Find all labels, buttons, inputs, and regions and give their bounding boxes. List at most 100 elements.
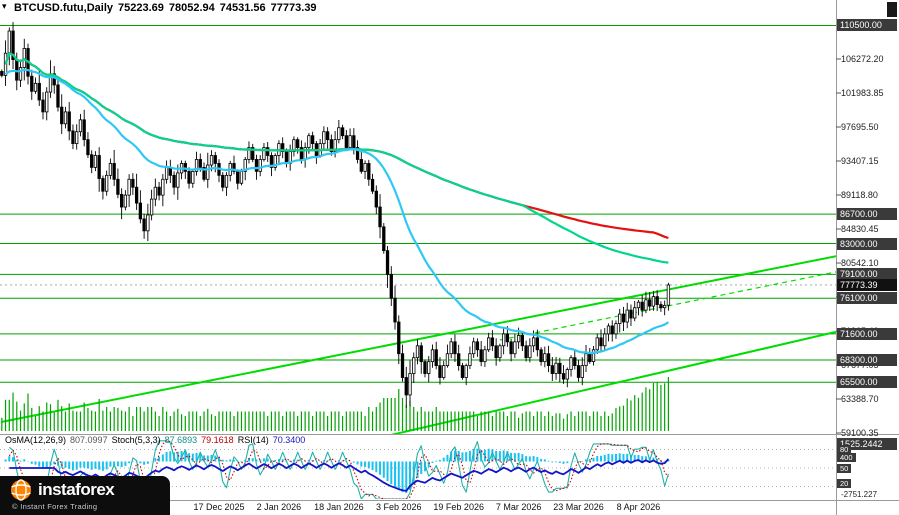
candle [7,27,11,66]
candle [363,160,367,180]
candle [221,172,225,192]
high-value: 78052.94 [168,2,215,14]
candle [618,308,622,333]
price-tick-label: 106272.20 [841,53,884,64]
candle [483,345,487,367]
price-level-box: 83000.00 [837,237,897,250]
price-tick-label: 93407.15 [841,155,879,166]
candle [161,174,165,207]
candle [355,140,360,164]
candle [138,190,143,224]
time-tick-label: 19 Feb 2026 [433,502,484,512]
candle [71,124,75,150]
support-trendline-long[interactable] [1,255,836,423]
candle [427,356,431,383]
candle [142,213,146,239]
price-level-box: 76100.00 [837,292,897,305]
time-tick-label: 2 Jan 2026 [256,502,302,512]
candle [11,22,15,69]
time-axis[interactable]: 17 Dec 2025 2 Jan 2026 18 Jan 2026 3 Feb 20… [0,500,836,515]
candle [337,119,341,144]
candle [385,245,390,288]
moving-averages [4,52,669,355]
rsi-value: 70.3400 [272,435,306,445]
candle [449,337,453,359]
candle [352,128,356,155]
indicator-labels: OsMA(12,26,9) 807.0997 Stoch(5,3,3) 87.6893… [5,435,309,445]
candle [561,365,566,384]
candle [127,174,131,207]
candle [412,352,416,383]
candle [191,168,195,188]
stoch-k-value: 87.6893 [164,435,198,445]
candle [303,142,307,168]
oscillator-min-label: -2751.227 [841,490,878,499]
candle [232,155,236,175]
copyright-text: © Instant Forex Trading [12,502,98,511]
candle [633,300,637,322]
candle [621,306,626,332]
candle [472,337,476,358]
price-tick-label: 89118.80 [841,189,878,200]
time-tick-label: 7 Mar 2026 [495,502,542,512]
candle [45,87,49,121]
candle [224,172,229,196]
candle [666,282,671,311]
price-tick-label: 97695.50 [841,121,879,132]
candle [269,152,274,177]
candle [90,150,94,174]
ma-slow-red [4,52,669,240]
candle [348,128,352,151]
low-value: 74531.56 [219,2,266,14]
candle [194,151,199,176]
candle [314,140,319,164]
candle [554,356,558,380]
candle [149,189,154,221]
symbol-dropdown-icon[interactable]: ▾ [2,1,7,11]
candle [243,156,247,181]
candle [30,69,34,100]
candle [123,190,128,211]
channel-line-dashed[interactable] [499,271,836,341]
candle [580,357,584,386]
price-axis[interactable]: 106272.20 101983.85 97695.50 93407.15 89118.… [836,0,899,515]
candle [82,109,86,147]
candle [543,346,547,368]
candle [370,173,375,194]
candle [131,173,135,195]
time-tick-label: 3 Feb 2026 [375,502,422,512]
candle [423,359,427,378]
candle [528,338,532,363]
candle [576,359,581,382]
candle [588,348,592,364]
current-price-box: 77773.39 [837,278,897,291]
candle [116,168,120,199]
candle [322,126,326,151]
candle [18,59,23,87]
candle [105,170,109,196]
candle [288,144,292,171]
candle [228,160,232,182]
candle [636,300,641,316]
candle [415,339,420,365]
candle [37,69,41,106]
price-level-box: 65500.00 [837,376,897,389]
candle [509,338,513,362]
candle [41,92,45,120]
stoch-d-value: 79.1618 [201,435,234,445]
candle [524,340,528,362]
oscillator-level-box: 20 [837,479,852,488]
candle [329,134,334,156]
time-tick-label: 17 Dec 2025 [193,502,245,512]
price-tick-label: 59100.35 [841,428,879,438]
candle [119,188,124,220]
candle [281,137,285,159]
candle [292,136,296,157]
candle [464,363,468,386]
candle [56,77,60,112]
trendlines[interactable] [1,255,836,493]
candle [520,332,525,351]
candle [251,143,255,163]
